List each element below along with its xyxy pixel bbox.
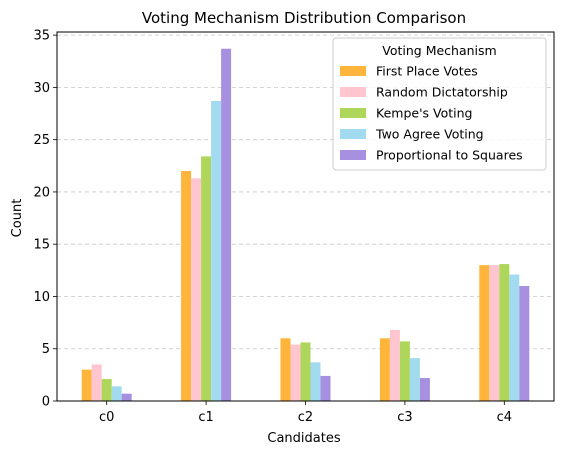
- x-tick-label: c3: [397, 410, 412, 425]
- bar-c3-4: [419, 378, 430, 401]
- bar-c2-1: [290, 344, 301, 401]
- bar-c3-3: [409, 358, 420, 401]
- y-tick-label: 15: [33, 238, 50, 253]
- legend-label-4: Proportional to Squares: [376, 148, 523, 163]
- chart-title: Voting Mechanism Distribution Comparison: [142, 9, 466, 27]
- bar-c2-3: [310, 362, 321, 401]
- x-axis-label: Candidates: [267, 431, 340, 446]
- y-axis: 0 5 10 15 20 25 30 35: [33, 29, 57, 410]
- legend-swatch-3: [340, 129, 366, 139]
- bar-c2-2: [300, 342, 311, 401]
- legend: Voting Mechanism First Place Votes Random …: [332, 37, 547, 171]
- x-tick-label: c2: [298, 410, 313, 425]
- bar-c4-4: [519, 286, 530, 401]
- legend-swatch-2: [340, 108, 366, 118]
- bars: [81, 48, 530, 401]
- bar-c0-4: [121, 393, 132, 401]
- x-axis: c0 c1 c2 c3 c4: [99, 401, 512, 425]
- bar-c4-1: [489, 265, 500, 401]
- x-tick-label: c0: [99, 410, 114, 425]
- bar-c1-1: [191, 178, 202, 401]
- y-axis-label: Count: [10, 199, 25, 238]
- bar-c4-2: [499, 264, 510, 401]
- bar-c3-1: [389, 329, 400, 401]
- bar-c4-0: [479, 265, 490, 401]
- bar-c2-4: [320, 375, 331, 401]
- y-tick-label: 25: [33, 133, 50, 148]
- legend-swatch-4: [340, 150, 366, 160]
- bar-c0-1: [91, 364, 102, 401]
- legend-swatch-1: [340, 87, 366, 97]
- bar-c3-0: [379, 338, 390, 401]
- legend-label-3: Two Agree Voting: [375, 127, 484, 142]
- bar-c3-2: [399, 341, 410, 401]
- x-tick-label: c4: [497, 410, 512, 425]
- bar-c0-3: [111, 386, 122, 401]
- legend-label-1: Random Dictatorship: [376, 85, 508, 100]
- bar-c0-0: [81, 369, 92, 401]
- legend-swatch-0: [340, 66, 366, 76]
- bar-c1-3: [211, 100, 222, 401]
- y-tick-label: 20: [33, 185, 50, 200]
- legend-label-0: First Place Votes: [376, 64, 478, 79]
- y-tick-label: 5: [42, 342, 50, 357]
- x-tick-label: c1: [198, 410, 213, 425]
- bar-c2-0: [280, 338, 291, 401]
- bar-c1-2: [201, 156, 212, 401]
- legend-label-2: Kempe's Voting: [376, 106, 472, 121]
- y-tick-label: 0: [42, 395, 50, 410]
- y-tick-label: 30: [33, 81, 50, 96]
- bar-c1-0: [181, 171, 192, 401]
- bar-c4-3: [509, 274, 520, 401]
- bar-c1-4: [221, 48, 232, 401]
- bar-c0-2: [101, 379, 112, 401]
- y-tick-label: 35: [33, 29, 50, 44]
- legend-title: Voting Mechanism: [382, 43, 496, 58]
- legend-box: [332, 37, 547, 171]
- y-tick-label: 10: [33, 290, 50, 305]
